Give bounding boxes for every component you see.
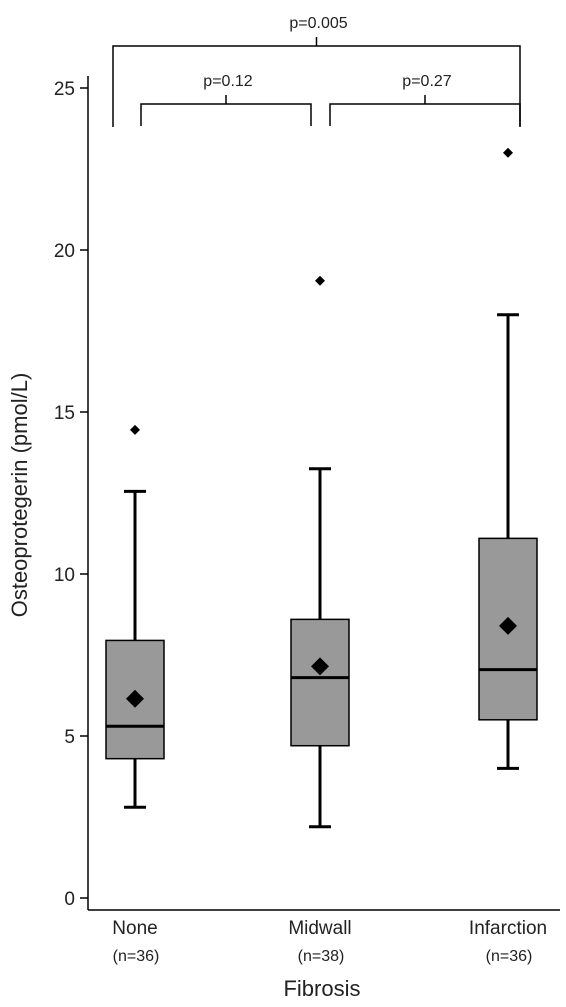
bracket-line — [112, 45, 521, 127]
x-axis-title: Fibrosis — [283, 976, 360, 1001]
y-axis-title: Osteoprotegerin (pmol/L) — [7, 373, 32, 618]
mean-marker — [311, 657, 329, 676]
plot-area — [105, 147, 538, 829]
x-category-label: None — [112, 918, 157, 939]
box-group-none — [105, 424, 165, 809]
comparison-bracket: p=0.12 — [140, 73, 312, 126]
box-group-infarction — [478, 147, 538, 770]
p-value-label: p=0.005 — [289, 15, 347, 32]
x-category-n: (n=36) — [486, 948, 533, 965]
p-value-label: p=0.12 — [203, 73, 252, 90]
mean-marker — [499, 616, 517, 635]
p-value-label: p=0.27 — [402, 73, 451, 90]
y-tick-label: 0 — [64, 889, 75, 910]
x-category-labels: None (n=36) Midwall (n=38) Infarction (n=36) — [112, 918, 547, 965]
x-category-n: (n=36) — [113, 948, 160, 965]
axes: 0 5 10 15 20 25 — [54, 76, 560, 911]
x-category-label: Midwall — [288, 918, 351, 939]
x-category-n: (n=38) — [298, 948, 345, 965]
outlier-point — [130, 424, 140, 435]
mean-marker — [126, 689, 144, 708]
y-tick-label: 25 — [54, 79, 75, 100]
x-category-label: Infarction — [469, 918, 547, 939]
y-tick-label: 10 — [54, 565, 75, 586]
y-tick-label: 15 — [54, 403, 75, 424]
box-group-midwall — [290, 275, 350, 829]
bracket-line — [329, 103, 521, 126]
comparison-brackets: p=0.12 p=0.27 p=0.005 — [112, 15, 521, 127]
y-tick-label: 20 — [54, 241, 75, 262]
comparison-bracket: p=0.005 — [112, 15, 521, 127]
y-tick-label: 5 — [64, 727, 75, 748]
comparison-bracket: p=0.27 — [329, 73, 521, 126]
bracket-line — [140, 103, 312, 126]
iqr-box — [290, 618, 350, 747]
y-ticks: 0 5 10 15 20 25 — [54, 79, 88, 910]
outlier-point — [315, 275, 325, 286]
outlier-point — [503, 147, 513, 158]
